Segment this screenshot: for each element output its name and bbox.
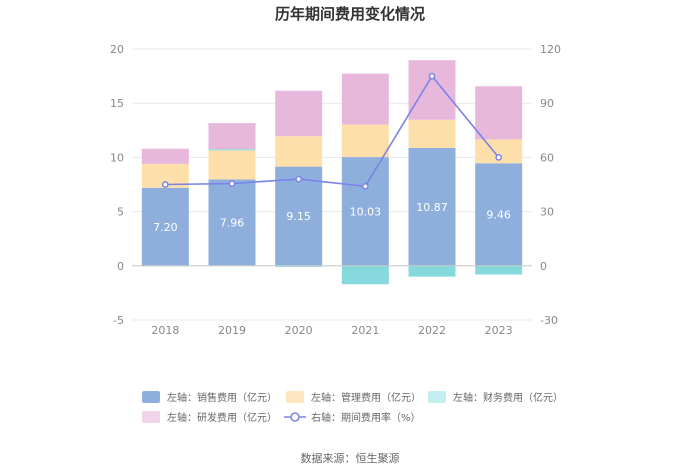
bar-labels: 7.20 7.96 9.15 10.03 10.87 9.46 (153, 201, 511, 234)
left-tick-label: 20 (110, 43, 124, 56)
right-tick-label: 0 (540, 260, 547, 273)
legend-label: 左轴：研发费用（亿元） (167, 411, 277, 424)
legend-label: 左轴：管理费用（亿元） (311, 391, 421, 404)
bar-value-label: 7.20 (153, 221, 178, 234)
bar-finance-2022[interactable] (408, 265, 456, 277)
x-tick-label: 2018 (151, 324, 179, 337)
line-series (161, 72, 503, 190)
legend[interactable]: 左轴：销售费用（亿元） 左轴：管理费用（亿元） 左轴：财务费用（亿元） 左轴：研发费用… (142, 391, 563, 424)
bar-rnd-2022[interactable] (408, 60, 456, 120)
bar-admin-2023[interactable] (475, 139, 523, 164)
ratio-point-2021[interactable] (361, 182, 369, 190)
left-tick-label: 10 (110, 151, 124, 164)
bar-sales-2021[interactable] (341, 157, 389, 266)
left-tick-label: 15 (110, 97, 124, 110)
expense-ratio-line (165, 74, 500, 188)
legend-label: 左轴：销售费用（亿元） (167, 391, 277, 404)
bar-rnd-2019[interactable] (208, 123, 256, 150)
bar-sales-2018[interactable] (141, 187, 189, 266)
legend-item-3[interactable]: 左轴：研发费用（亿元） (142, 411, 277, 424)
bar-admin-2020[interactable] (275, 136, 323, 167)
x-axis: 2018 2019 2020 2021 2022 2023 (151, 324, 512, 337)
right-axis: -30 0 30 60 90 120 (540, 43, 561, 327)
left-tick-label: 5 (117, 206, 124, 219)
legend-label: 右轴：期间费用率（%） (311, 411, 421, 424)
bar-finance-2021[interactable] (341, 265, 389, 285)
bar-value-label: 10.87 (416, 201, 448, 214)
ratio-point-2020[interactable] (295, 175, 303, 183)
left-tick-label: 0 (117, 260, 124, 273)
legend-item-1[interactable]: 左轴：管理费用（亿元） (286, 391, 421, 404)
ratio-point-2018[interactable] (161, 181, 169, 188)
right-tick-label: -30 (540, 314, 558, 327)
ratio-point-2019[interactable] (228, 180, 236, 187)
data-source: 数据来源：恒生聚源 (301, 451, 400, 465)
x-tick-label: 2023 (485, 324, 513, 337)
bar-finance-2019[interactable] (208, 149, 256, 151)
ratio-point-2023[interactable] (495, 154, 503, 161)
legend-swatch (142, 411, 160, 423)
legend-item-0[interactable]: 左轴：销售费用（亿元） (142, 391, 277, 404)
bar-admin-2018[interactable] (141, 163, 189, 188)
right-tick-label: 120 (540, 43, 561, 56)
right-tick-label: 60 (540, 151, 554, 164)
bar-sales-2019[interactable] (208, 179, 256, 266)
bar-value-label: 9.15 (286, 210, 311, 223)
legend-item-2[interactable]: 左轴：财务费用（亿元） (428, 391, 563, 404)
x-tick-label: 2022 (418, 324, 446, 337)
bar-finance-2020[interactable] (275, 265, 323, 267)
chart-title: 历年期间费用变化情况 (275, 5, 425, 23)
legend-swatch (286, 391, 304, 403)
bar-sales-2022[interactable] (408, 147, 456, 266)
right-tick-label: 90 (540, 97, 554, 110)
x-tick-label: 2019 (218, 324, 246, 337)
right-tick-label: 30 (540, 206, 554, 219)
bar-rnd-2021[interactable] (341, 73, 389, 125)
x-tick-label: 2020 (285, 324, 313, 337)
bar-value-label: 10.03 (350, 205, 382, 218)
bar-sales-2023[interactable] (475, 163, 523, 266)
legend-swatch (142, 391, 160, 403)
bar-rnd-2018[interactable] (141, 148, 189, 164)
ratio-point-2022[interactable] (428, 72, 436, 80)
legend-swatch (428, 391, 446, 403)
bar-rnd-2023[interactable] (475, 86, 523, 140)
bar-admin-2019[interactable] (208, 150, 256, 180)
bar-admin-2021[interactable] (341, 124, 389, 158)
bar-value-label: 9.46 (486, 209, 511, 222)
left-tick-label: -5 (113, 314, 124, 327)
bar-finance-2023[interactable] (475, 265, 523, 275)
bar-rnd-2020[interactable] (275, 90, 323, 137)
bars (141, 60, 523, 285)
legend-marker (290, 412, 300, 422)
bar-sales-2020[interactable] (275, 166, 323, 266)
legend-label: 左轴：财务费用（亿元） (453, 391, 563, 404)
x-tick-label: 2021 (351, 324, 379, 337)
left-axis: -5 0 5 10 15 20 (110, 43, 124, 327)
bar-admin-2022[interactable] (408, 119, 456, 148)
legend-item-4[interactable]: 右轴：期间费用率（%） (284, 411, 421, 424)
bar-value-label: 7.96 (220, 217, 245, 230)
